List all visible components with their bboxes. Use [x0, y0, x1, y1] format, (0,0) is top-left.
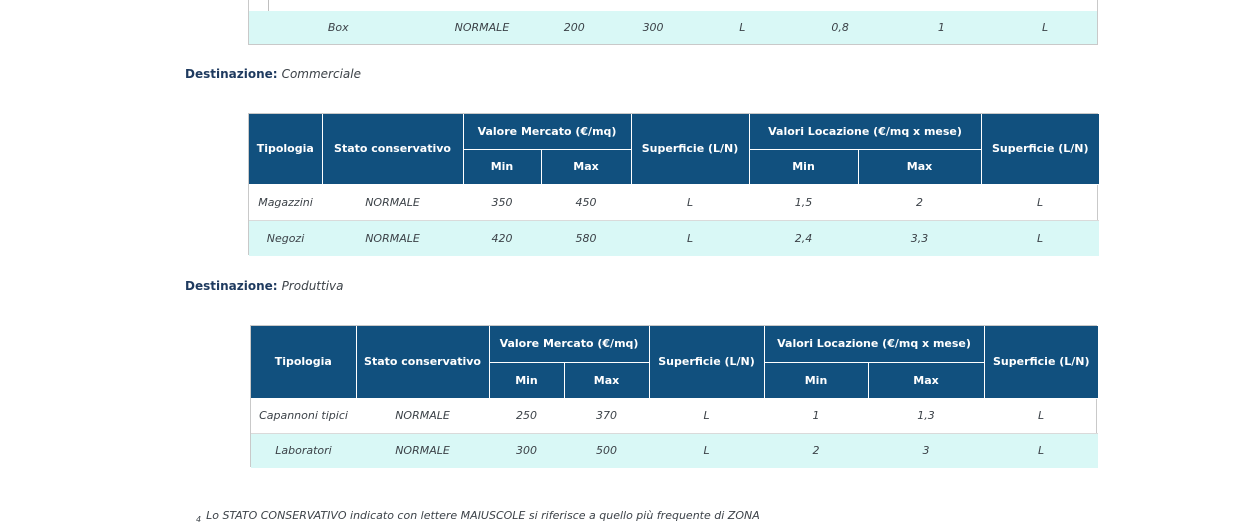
cell-valore-mercato-max: 370 [564, 397, 650, 433]
cell-tipologia: Box [327, 21, 349, 34]
cell-superficie-locazione: L [981, 219, 1100, 256]
table-row: Magazzini NORMALE 350 450 L 1,5 2 L [249, 183, 1100, 220]
cell-valori-locazione-min: 2,4 [749, 219, 859, 256]
cell-stato-conservativo: NORMALE [356, 397, 489, 433]
cell-valori-locazione-max: 1 [937, 21, 945, 34]
destinazione-commerciale: Destinazione: Commerciale [185, 67, 361, 81]
cell-superficie-mercato: L [631, 183, 750, 220]
cell-valore-mercato-min: 420 [463, 219, 541, 256]
cell-valore-mercato-min: 300 [489, 432, 564, 468]
header-superficie-locazione: Superficie (L/N) [983, 326, 1099, 399]
table-row: Capannoni tipici NORMALE 250 370 L 1 1,3… [251, 397, 1099, 433]
cell-superficie-locazione: L [984, 432, 1099, 468]
cell-valori-locazione-max: 1,3 [868, 397, 985, 433]
cell-valori-locazione-min: 0,8 [831, 21, 849, 34]
cell-valori-locazione-max: 2 [858, 183, 982, 220]
cell-superficie-locazione: L [1042, 21, 1049, 34]
cell-superficie-mercato: L [631, 219, 750, 256]
header-superficie-locazione: Superficie (L/N) [980, 114, 1100, 185]
cell-tipologia: Laboratori [251, 432, 356, 468]
table-row: Negozi NORMALE 420 580 L 2,4 3,3 L [249, 219, 1100, 256]
header-valori-locazione: Valori Locazione (€/mq x mese) [763, 326, 985, 363]
cell-valore-mercato-max: 580 [541, 219, 632, 256]
partial-table-top: Box NORMALE 200 300 L 0,8 1 L [248, 0, 1098, 45]
header-valore-mercato: Valore Mercato (€/mq) [488, 326, 650, 363]
cell-stato-conservativo: NORMALE [322, 219, 463, 256]
table-commerciale: Tipologia Stato conservativo Valore Merc… [248, 113, 1100, 256]
cell-stato-conservativo: NORMALE [322, 183, 463, 220]
header-locazione-min: Min [763, 361, 869, 399]
cell-superficie-mercato: L [739, 21, 746, 34]
footnote: 4 Lo STATO CONSERVATIVO indicato con lett… [196, 509, 760, 524]
destinazione-label: Destinazione: [185, 67, 278, 81]
cell-superficie-mercato: L [649, 397, 765, 433]
cell-valore-mercato-min: 250 [489, 397, 564, 433]
table-row: Box NORMALE 200 300 L 0,8 1 L [249, 11, 1097, 44]
destinazione-value: Commerciale [281, 67, 361, 81]
header-mercato-max: Max [540, 148, 632, 185]
cell-valori-locazione-min: 1 [764, 397, 869, 433]
table-produttiva: Tipologia Stato conservativo Valore Merc… [250, 325, 1099, 468]
cell-valori-locazione-max: 3,3 [858, 219, 982, 256]
header-superficie-mercato: Superficie (L/N) [630, 114, 750, 185]
header-locazione-min: Min [748, 148, 859, 185]
cell-stato-conservativo: NORMALE [356, 432, 489, 468]
cell-superficie-locazione: L [984, 397, 1099, 433]
footnote-text: Lo STATO CONSERVATIVO indicato con lette… [206, 509, 760, 522]
cell-valore-mercato-min: 200 [563, 21, 585, 34]
cell-valore-mercato-max: 450 [541, 183, 632, 220]
header-stato-conservativo: Stato conservativo [355, 326, 490, 399]
cell-valori-locazione-min: 2 [764, 432, 869, 468]
table-row: Laboratori NORMALE 300 500 L 2 3 L [251, 432, 1099, 468]
cell-valori-locazione-min: 1,5 [749, 183, 859, 220]
footnote-marker: 4 [196, 515, 202, 524]
column-divider [268, 0, 269, 11]
header-superficie-mercato: Superficie (L/N) [648, 326, 765, 399]
header-locazione-max: Max [867, 361, 985, 399]
cell-stato-conservativo: NORMALE [454, 21, 510, 34]
destinazione-produttiva: Destinazione: Produttiva [185, 279, 344, 293]
header-tipologia: Tipologia [249, 114, 323, 185]
cell-tipologia: Negozi [249, 219, 322, 256]
cell-valore-mercato-min: 350 [463, 183, 541, 220]
cell-superficie-locazione: L [981, 183, 1100, 220]
cell-valore-mercato-max: 500 [564, 432, 650, 468]
header-stato-conservativo: Stato conservativo [321, 114, 464, 185]
cell-tipologia: Magazzini [249, 183, 322, 220]
cell-valori-locazione-max: 3 [868, 432, 985, 468]
cell-tipologia: Capannoni tipici [251, 397, 356, 433]
header-valore-mercato: Valore Mercato (€/mq) [462, 114, 632, 150]
header-mercato-min: Min [489, 361, 565, 399]
destinazione-label: Destinazione: [185, 279, 278, 293]
header-locazione-max: Max [857, 148, 982, 185]
cell-valore-mercato-max: 300 [642, 21, 664, 34]
header-valori-locazione: Valori Locazione (€/mq x mese) [748, 114, 982, 150]
cell-superficie-mercato: L [649, 432, 765, 468]
destinazione-value: Produttiva [281, 279, 344, 293]
header-mercato-max: Max [563, 361, 650, 399]
header-tipologia: Tipologia [251, 326, 357, 399]
partial-row-above [249, 0, 1097, 11]
header-mercato-min: Min [463, 148, 542, 185]
